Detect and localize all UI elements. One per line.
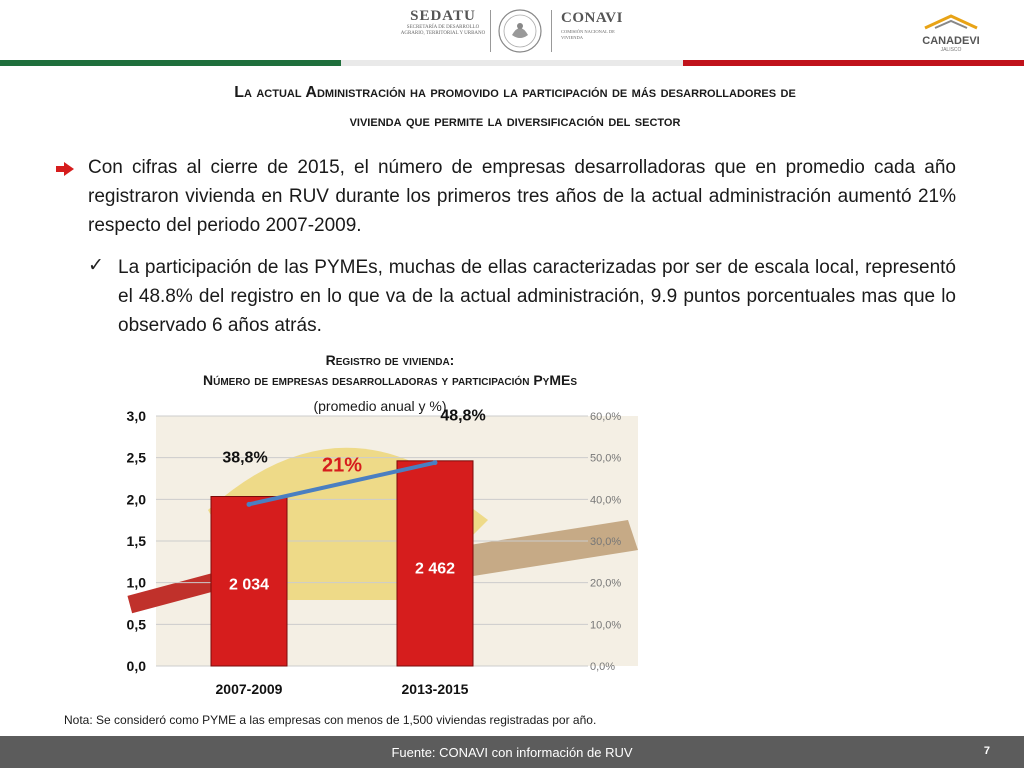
canadevi-logo-subtitle: JALISCO bbox=[940, 47, 962, 53]
sedatu-logo-subtitle: Secretaría de Desarrollo Agrario, Territ… bbox=[400, 25, 486, 36]
left-axis-tick-label: 0,5 bbox=[127, 616, 147, 632]
logo-divider bbox=[490, 10, 491, 52]
sedatu-logo-name: SEDATU bbox=[410, 8, 476, 24]
page-number: 7 bbox=[983, 745, 990, 757]
chart-title-block: Registro de vivienda: Número de empresas… bbox=[120, 350, 660, 390]
bar-line-chart: 0,0 0,5 1,0 1,5 2,0 2,5 3,0 0,0% 10,0% 20,0% 30,0%… bbox=[127, 408, 638, 697]
logo-divider bbox=[551, 10, 552, 52]
header: SEDATU Secretaría de Desarrollo Agrario,… bbox=[0, 0, 1024, 68]
line-point bbox=[246, 501, 252, 507]
tool-belt-illustration bbox=[438, 520, 638, 580]
slide-title-line1: La actual Administración ha promovido la… bbox=[234, 84, 796, 101]
chart-unit-note: (promedio anual y %) bbox=[313, 398, 447, 414]
chart-note: Nota: Se consideró como PYME a las empre… bbox=[64, 713, 597, 727]
right-axis-tick-label: 50,0% bbox=[590, 453, 621, 465]
canadevi-logo: CANADEVI JALISCO bbox=[912, 14, 990, 54]
arrow-right-icon bbox=[56, 162, 74, 176]
bar-value-label: 2 462 bbox=[415, 561, 455, 578]
canadevi-logo-name: CANADEVI bbox=[922, 35, 980, 47]
right-axis-tick-label: 10,0% bbox=[590, 619, 621, 631]
category-label: 2007-2009 bbox=[216, 681, 283, 697]
footer-bar: Fuente: CONAVI con información de RUV 7 bbox=[0, 736, 1024, 768]
left-axis-tick-label: 2,0 bbox=[127, 491, 147, 507]
conavi-logo: CONAVI Comisión Nacional de Vivienda bbox=[561, 10, 631, 50]
sedatu-logo: SEDATU Secretaría de Desarrollo Agrario,… bbox=[398, 8, 488, 56]
category-label: 2013-2015 bbox=[402, 681, 469, 697]
left-axis-tick-label: 1,5 bbox=[127, 533, 147, 549]
left-axis-tick-label: 1,0 bbox=[127, 575, 147, 591]
bar bbox=[210, 496, 288, 667]
chart-subtitle: Número de empresas desarrolladoras y par… bbox=[203, 372, 577, 388]
chart-title: Registro de vivienda: bbox=[325, 352, 455, 368]
bar-value-label: 2 034 bbox=[229, 577, 269, 594]
slide-title-line2: vivienda que permite la diversificación … bbox=[349, 113, 681, 130]
conavi-logo-name: CONAVI bbox=[561, 10, 623, 26]
pyme-share-line bbox=[248, 460, 436, 507]
house-roof-icon bbox=[924, 14, 978, 30]
right-axis-tick-label: 20,0% bbox=[590, 578, 621, 590]
bullet-main: Con cifras al cierre de 2015, el número … bbox=[88, 157, 956, 236]
slide-title: La actual Administración ha promovido la… bbox=[60, 78, 970, 136]
flag-stripe bbox=[0, 60, 1024, 66]
left-axis-tick-label: 3,0 bbox=[127, 408, 147, 424]
left-axis-tick-label: 2,5 bbox=[127, 450, 147, 466]
right-axis-tick-label: 0,0% bbox=[590, 661, 615, 673]
footer-source: Fuente: CONAVI con información de RUV bbox=[391, 745, 633, 760]
line-value-label: 38,8% bbox=[222, 449, 267, 466]
right-axis-tick-label: 60,0% bbox=[590, 411, 621, 423]
conavi-logo-subtitle: Comisión Nacional de Vivienda bbox=[561, 29, 615, 40]
right-axis-tick-label: 30,0% bbox=[590, 536, 621, 548]
checkmark-icon: ✓ bbox=[88, 255, 104, 276]
mexico-seal-icon bbox=[498, 9, 542, 53]
line-value-label: 48,8% bbox=[440, 408, 485, 425]
right-axis-tick-label: 40,0% bbox=[590, 494, 621, 506]
left-axis-tick-label: 0,0 bbox=[127, 658, 147, 674]
growth-label: 21% bbox=[322, 455, 362, 477]
line-point bbox=[432, 460, 438, 466]
bullet-sub: La participación de las PYMEs, muchas de… bbox=[118, 257, 956, 336]
